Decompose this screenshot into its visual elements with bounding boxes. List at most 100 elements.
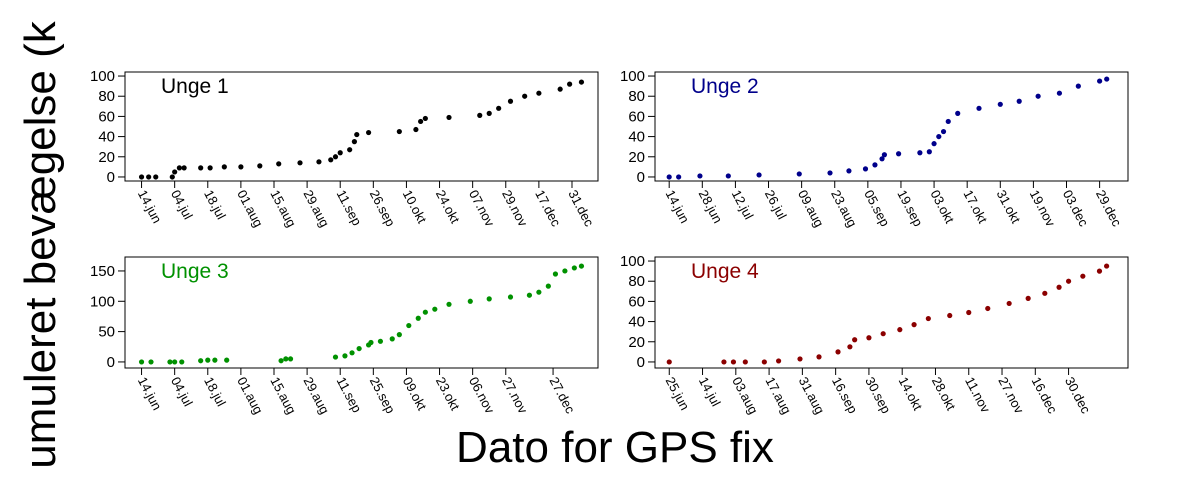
point (1104, 76, 1110, 82)
point (354, 131, 360, 138)
y-tick-label: 80 (98, 88, 115, 105)
x-tick-label: 06.nov (466, 374, 498, 416)
y-tick-label: 20 (628, 334, 645, 351)
point (557, 86, 563, 92)
point (148, 359, 154, 365)
point (337, 150, 343, 156)
point (725, 173, 731, 179)
point (176, 165, 182, 171)
point (796, 171, 802, 177)
point (947, 312, 953, 319)
point (351, 139, 358, 145)
point (835, 349, 841, 355)
point (955, 110, 961, 116)
x-tick-label: 11.sep (334, 374, 365, 415)
point (486, 110, 492, 116)
x-tick-label: 01.aug (234, 187, 266, 229)
point (406, 322, 412, 329)
x-tick-label: 26.sep (367, 187, 399, 229)
point (413, 126, 419, 133)
point (138, 174, 145, 180)
point (1025, 295, 1031, 301)
point (985, 305, 991, 312)
x-tick-label: 11.sep (334, 187, 365, 228)
point (356, 345, 362, 352)
point (198, 165, 204, 171)
point (881, 152, 888, 158)
point (477, 112, 483, 118)
panel-title: Unge 3 (161, 260, 229, 283)
x-tick-label: 27.dec (546, 374, 578, 416)
point (278, 358, 284, 364)
x-tick-label: 14.jun (135, 187, 165, 225)
point (297, 160, 303, 166)
point (897, 327, 903, 333)
y-tick-label: 0 (637, 169, 645, 186)
point (207, 165, 213, 171)
point (328, 157, 334, 163)
plot-frame (654, 71, 1129, 182)
point (940, 128, 947, 135)
x-tick-label: 01.aug (234, 374, 266, 416)
y-tick-label: 80 (628, 273, 645, 290)
point (198, 358, 204, 364)
y-tick-label: 0 (107, 354, 115, 371)
point (1075, 83, 1081, 89)
point (1056, 284, 1062, 290)
point (283, 356, 289, 362)
x-tick-label: 03.dec (1060, 187, 1092, 229)
point (365, 129, 372, 136)
point (138, 359, 145, 365)
point (925, 315, 931, 322)
x-tick-label: 09.aug (795, 187, 827, 229)
point (377, 338, 384, 344)
x-tick-label: 17.aug (762, 374, 794, 416)
point (536, 90, 542, 96)
panel-title: Unge 4 (691, 260, 759, 283)
y-tick-label: 0 (107, 169, 115, 186)
point (389, 336, 395, 342)
point (567, 81, 573, 87)
x-tick-label: 03.okt (927, 187, 957, 226)
plot-frame (124, 256, 599, 369)
x-tick-label: 29.aug (300, 374, 332, 416)
point (536, 289, 542, 295)
point (507, 294, 514, 300)
x-tick-label: 19.sep (894, 187, 926, 229)
point (742, 359, 748, 365)
point (1006, 300, 1012, 307)
point (205, 357, 211, 363)
point (1104, 263, 1110, 269)
point (721, 359, 727, 365)
x-tick-label: 14.jun (663, 187, 693, 225)
x-tick-label: 10.okt (400, 187, 430, 226)
y-tick-label: 20 (628, 149, 645, 166)
plot-frame (654, 256, 1129, 369)
x-tick-label: 19.nov (1027, 187, 1059, 229)
y-tick-label: 100 (620, 253, 645, 270)
point (571, 265, 577, 271)
point (676, 174, 682, 180)
point (446, 114, 452, 121)
y-tick-label: 60 (628, 293, 645, 310)
point (181, 165, 187, 171)
panel: Unge 4 0 20 40 60 80 100 25.jun 14.jul 03.aug 17.a… (620, 253, 1129, 417)
point (276, 161, 282, 167)
y-tick-label: 20 (98, 149, 115, 166)
point (730, 359, 737, 365)
point (578, 263, 585, 269)
x-tick-label: 29.nov (499, 187, 531, 229)
point (827, 170, 833, 176)
x-tick-label: 15.aug (267, 374, 299, 416)
point (562, 268, 568, 274)
point (507, 98, 514, 104)
point (797, 356, 803, 362)
x-tick-label: 17.okt (961, 187, 991, 226)
point (396, 332, 402, 338)
point (666, 174, 672, 180)
point (332, 354, 339, 360)
point (931, 141, 937, 147)
point (775, 358, 782, 364)
point (368, 339, 374, 346)
